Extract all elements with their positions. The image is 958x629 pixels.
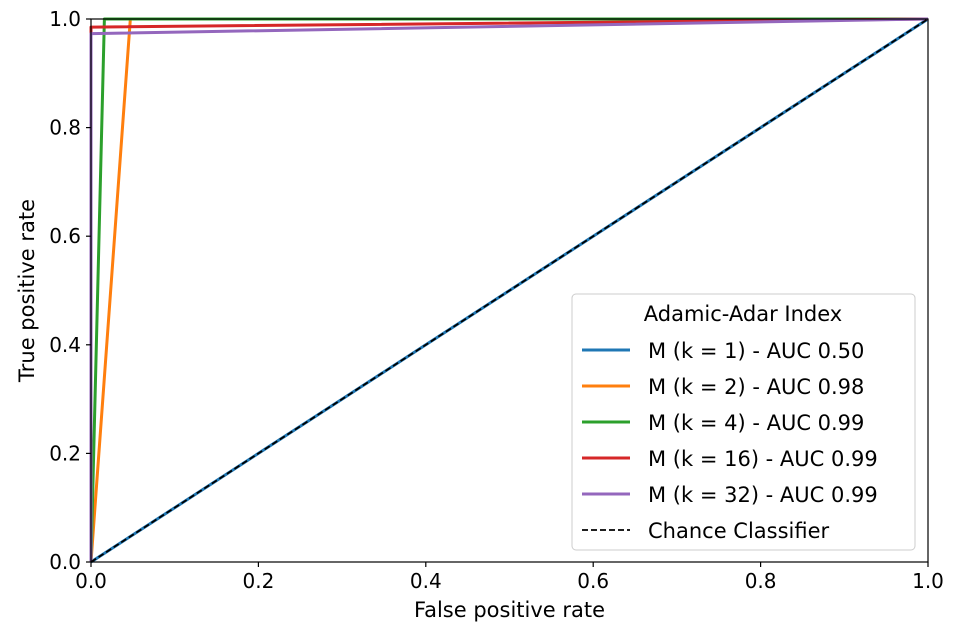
legend-title: Adamic-Adar Index	[644, 302, 842, 326]
legend-label-6: Chance Classifier	[648, 519, 830, 543]
legend-label-5: M (k = 32) - AUC 0.99	[648, 483, 878, 507]
x-tick-label: 1.0	[912, 569, 944, 593]
y-tick-label: 0.0	[49, 550, 81, 574]
legend-label-4: M (k = 16) - AUC 0.99	[648, 447, 878, 471]
legend-label-2: M (k = 2) - AUC 0.98	[648, 375, 864, 399]
x-tick-label: 0.0	[75, 569, 107, 593]
y-tick-label: 1.0	[49, 7, 81, 31]
y-tick-label: 0.8	[49, 116, 81, 140]
series-line-6	[90, 18, 929, 563]
x-tick-label: 0.8	[745, 569, 777, 593]
tick-layer: 0.0 0.2 0.4 0.6 0.8 1.0 0.0 0.2 0.4 0.6 0.8 1.0	[49, 7, 944, 593]
x-tick-label: 0.6	[577, 569, 609, 593]
legend: Adamic-Adar Index M (k = 1) - AUC 0.50M …	[571, 293, 916, 551]
y-axis-title: True positive rate	[15, 199, 39, 383]
plot-frame	[90, 18, 929, 563]
legend-label-3: M (k = 4) - AUC 0.99	[648, 411, 864, 435]
x-tick-label: 0.2	[242, 569, 274, 593]
legend-box	[571, 293, 916, 551]
legend-label-1: M (k = 1) - AUC 0.50	[648, 339, 864, 363]
x-axis-title: False positive rate	[414, 598, 605, 622]
legend-items: M (k = 1) - AUC 0.50 M (k = 2) - AUC 0.98…	[582, 339, 878, 543]
y-tick-label: 0.4	[49, 333, 81, 357]
y-tick-label: 0.6	[49, 224, 81, 248]
y-tick-label: 0.2	[49, 441, 81, 465]
x-tick-label: 0.4	[410, 569, 442, 593]
